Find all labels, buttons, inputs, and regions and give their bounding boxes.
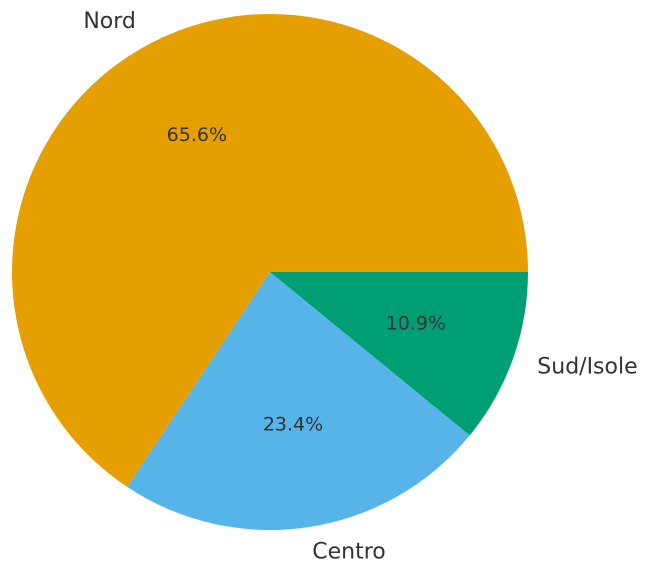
pie-slice [11,14,528,487]
pie-slice [270,272,528,436]
value-label: 10.9% [386,313,446,335]
slice-label: Nord [83,9,136,34]
slice-label: Sud/Isole [537,354,637,379]
value-label: 65.6% [167,124,227,146]
pie-slice [127,272,470,530]
slice-label: Centro [312,540,386,565]
value-label: 23.4% [263,414,323,436]
